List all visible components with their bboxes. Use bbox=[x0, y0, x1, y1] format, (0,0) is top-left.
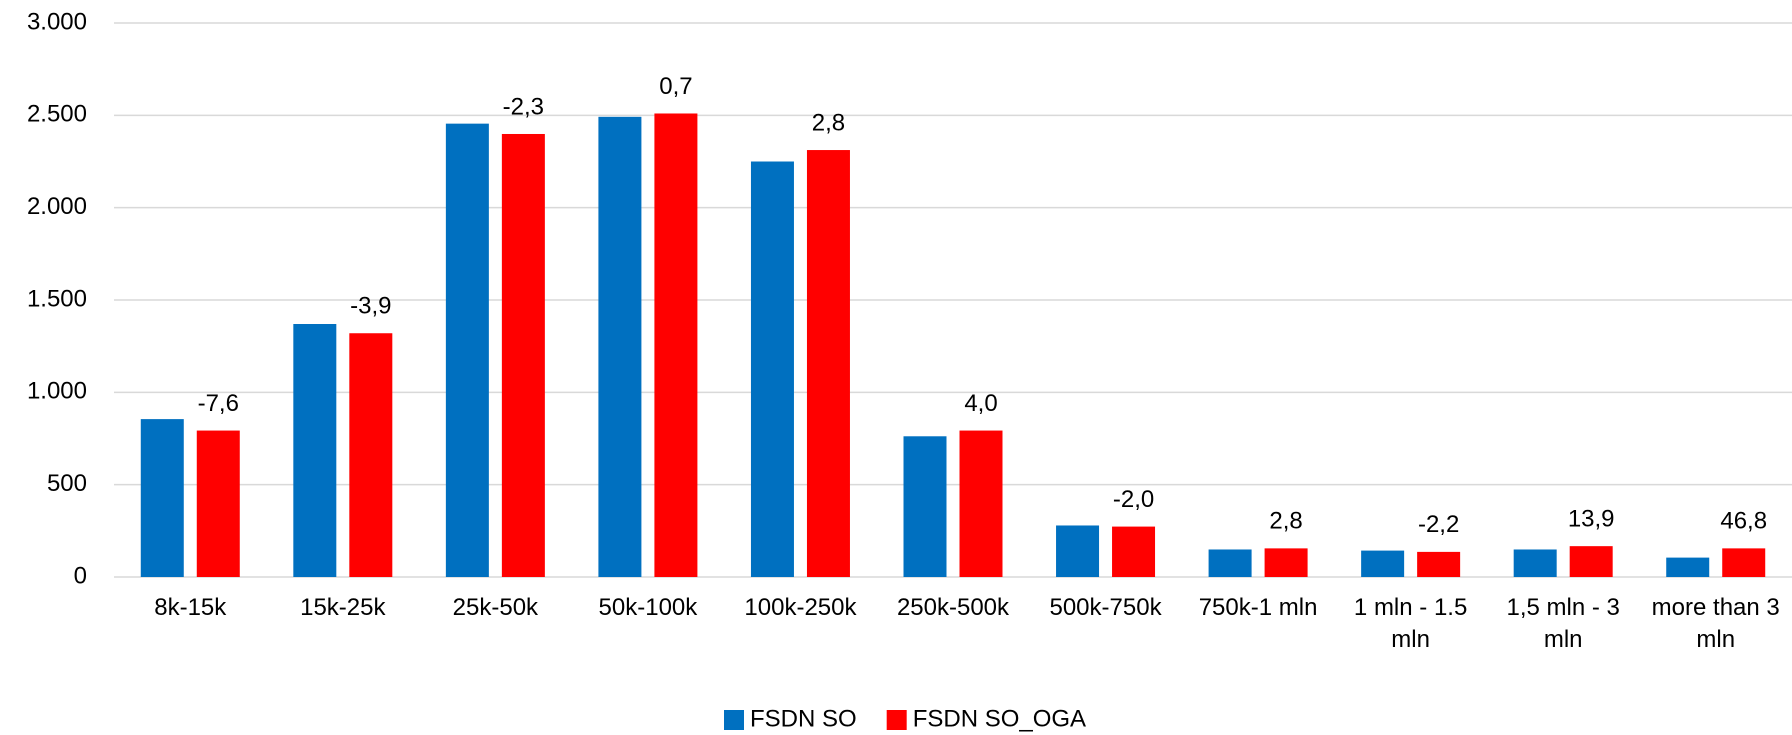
x-tick-label: 1,5 mln - 3 mln bbox=[1506, 594, 1620, 653]
bar bbox=[1722, 548, 1766, 577]
change-label: 4,0 bbox=[964, 390, 997, 417]
bar bbox=[501, 133, 545, 577]
x-tick-label: 8k-15k bbox=[154, 594, 227, 621]
bar bbox=[1056, 525, 1100, 577]
y-tick-label: 1.500 bbox=[27, 285, 87, 312]
bar bbox=[349, 333, 393, 577]
x-tick-label: 50k-100k bbox=[598, 594, 698, 621]
legend-label: FSDN SO bbox=[750, 705, 857, 732]
y-tick-label: 500 bbox=[47, 470, 87, 497]
bar bbox=[1569, 546, 1613, 577]
bar bbox=[806, 150, 850, 577]
change-label: -2,3 bbox=[503, 93, 544, 120]
change-label: -2,2 bbox=[1418, 511, 1459, 538]
bar bbox=[1666, 557, 1710, 577]
change-label: -3,9 bbox=[350, 293, 391, 320]
bar bbox=[293, 324, 337, 577]
bar bbox=[140, 419, 184, 577]
change-label: 2,8 bbox=[812, 109, 845, 136]
change-label: 0,7 bbox=[659, 73, 692, 100]
bar bbox=[1513, 549, 1557, 577]
bar bbox=[654, 113, 698, 577]
bar bbox=[1417, 551, 1461, 577]
legend-swatch bbox=[724, 710, 744, 730]
x-tick-label: 25k-50k bbox=[452, 594, 539, 621]
bar bbox=[196, 430, 240, 577]
bar bbox=[750, 161, 794, 577]
bar bbox=[445, 123, 489, 577]
x-tick-label: more than 3 mln bbox=[1651, 594, 1780, 653]
bar bbox=[598, 116, 642, 577]
x-tick-label: 100k-250k bbox=[744, 594, 857, 621]
y-tick-label: 2.000 bbox=[27, 193, 87, 220]
change-label: 46,8 bbox=[1720, 508, 1767, 535]
change-label: -7,6 bbox=[198, 390, 239, 417]
bar bbox=[903, 436, 947, 577]
legend-swatch bbox=[886, 710, 907, 730]
x-tick-label: 500k-750k bbox=[1049, 594, 1162, 621]
bar bbox=[1361, 550, 1405, 577]
bar bbox=[1112, 526, 1156, 577]
bar bbox=[1264, 548, 1308, 577]
legend-label: FSDN SO_OGA bbox=[913, 705, 1086, 732]
change-label: -2,0 bbox=[1113, 486, 1154, 513]
y-tick-label: 1.000 bbox=[27, 378, 87, 405]
y-tick-label: 2.500 bbox=[27, 101, 87, 128]
bar bbox=[959, 430, 1003, 577]
x-tick-label: 1 mln - 1.5 mln bbox=[1353, 594, 1468, 653]
change-label: 2,8 bbox=[1269, 508, 1302, 535]
change-label: 13,9 bbox=[1568, 506, 1615, 533]
bar bbox=[1208, 549, 1252, 577]
y-tick-label: 3.000 bbox=[27, 8, 87, 35]
y-tick-label: 0 bbox=[74, 562, 87, 589]
x-tick-label: 250k-500k bbox=[896, 594, 1010, 621]
x-tick-label: 750k-1 mln bbox=[1198, 594, 1318, 621]
x-tick-label: 15k-25k bbox=[300, 594, 386, 621]
